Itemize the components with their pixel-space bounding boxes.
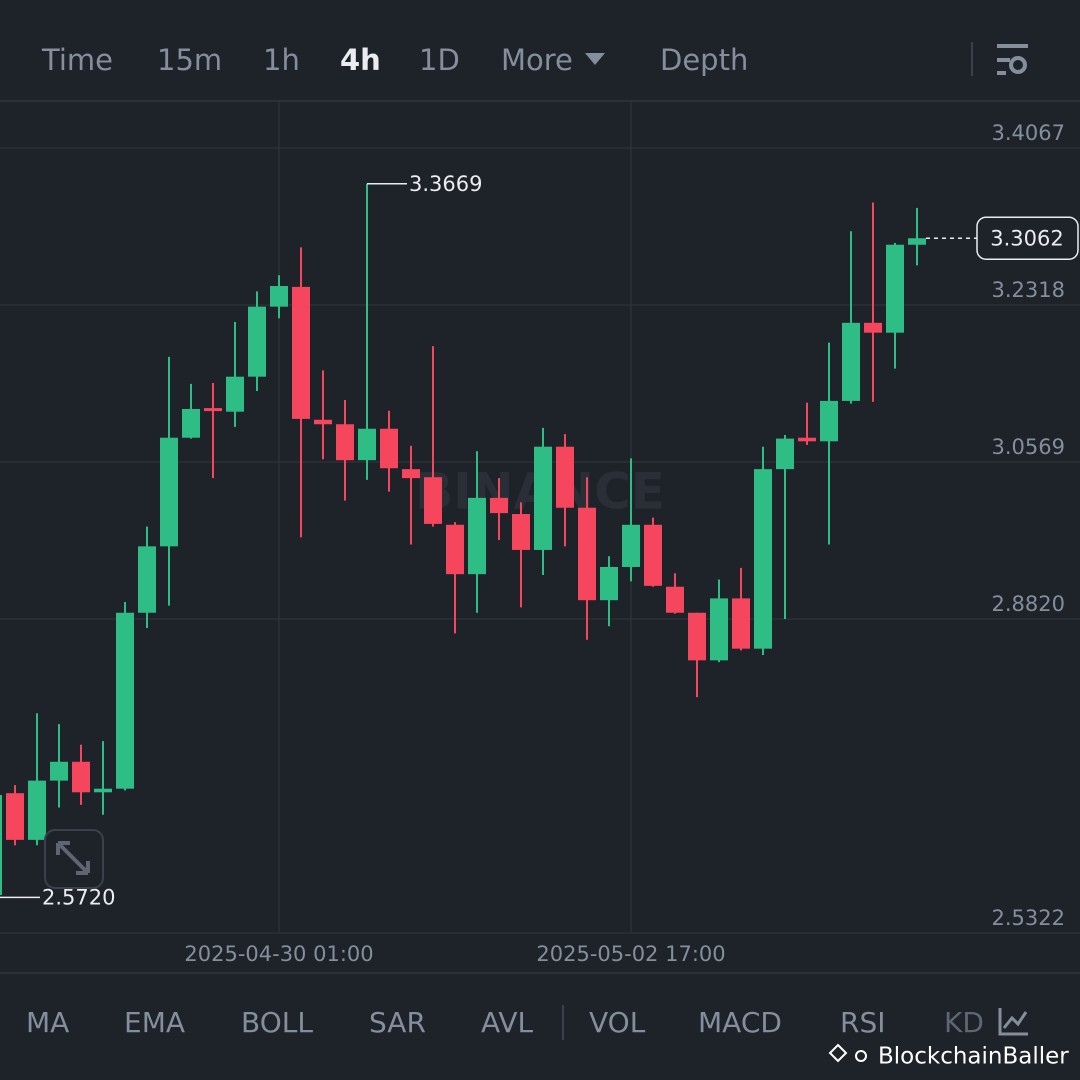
timeframe-tab[interactable]: 15m — [157, 43, 222, 77]
indicator-tab[interactable]: AVL — [481, 1006, 534, 1039]
candle-body — [622, 524, 640, 567]
candle-body — [182, 408, 200, 438]
indicator-tab[interactable]: BOLL — [241, 1006, 313, 1039]
candle-body — [380, 428, 398, 469]
timeframe-tab[interactable]: Depth — [660, 43, 748, 77]
candle-body — [578, 507, 596, 601]
author-logo — [828, 1043, 867, 1063]
candle-body — [864, 322, 882, 333]
timeframe-tab[interactable]: 1h — [263, 43, 300, 77]
y-tick-label: 3.2318 — [992, 278, 1065, 302]
candle-body — [94, 788, 112, 793]
candle-body — [248, 306, 266, 377]
y-tick-label: 3.0569 — [992, 435, 1065, 459]
extreme-label: 3.3669 — [409, 172, 482, 196]
candle-body — [116, 612, 134, 789]
candle-body — [446, 524, 464, 575]
candle-body — [490, 497, 508, 514]
candle-body — [556, 446, 574, 508]
x-tick-label: 2025-04-30 01:00 — [184, 942, 373, 966]
candle-body — [842, 322, 860, 401]
candle-body — [820, 400, 838, 442]
candle-body — [204, 408, 222, 412]
candle-body — [314, 419, 332, 425]
timeframe-tab[interactable]: Time — [41, 43, 113, 77]
candle-body — [358, 428, 376, 461]
candle-body — [138, 546, 156, 613]
timeframe-tab[interactable]: 4h — [340, 43, 381, 77]
candle-body — [512, 514, 530, 550]
candle-body — [666, 586, 684, 613]
candle-body — [0, 794, 2, 895]
candle-body — [908, 238, 926, 245]
candle-body — [798, 437, 816, 442]
candle-body — [644, 524, 662, 586]
candle-body — [226, 376, 244, 412]
timeframe-tab[interactable]: More — [501, 43, 573, 77]
chart: 3.40673.23183.05692.88203.70712.53222025… — [0, 102, 1080, 966]
candle-body — [50, 761, 68, 781]
candle-body — [776, 438, 794, 470]
candle-body — [292, 286, 310, 419]
more-caret — [585, 53, 605, 65]
candle-body — [754, 469, 772, 649]
x-tick-label: 2025-05-02 17:00 — [536, 942, 725, 966]
candle-body — [424, 477, 442, 524]
y-tick-label: 2.5322 — [992, 906, 1065, 930]
candle-body — [6, 793, 24, 840]
extreme-label: 2.5720 — [42, 885, 115, 909]
candle-body — [710, 598, 728, 661]
indicator-settings-icon[interactable] — [998, 1008, 1028, 1036]
candle-body — [688, 612, 706, 661]
candle-body — [600, 566, 618, 601]
candle-body — [336, 424, 354, 461]
candle-body — [160, 437, 178, 547]
candle-body — [468, 497, 486, 575]
last-price-label: 3.3062 — [990, 226, 1063, 250]
candle-body — [270, 286, 288, 307]
settings-icon[interactable] — [997, 44, 1028, 75]
indicator-tab[interactable]: EMA — [124, 1006, 185, 1039]
last-price-tag — [976, 216, 1079, 261]
candle-body — [402, 469, 420, 479]
candle-body — [534, 446, 552, 550]
expand-button[interactable] — [44, 829, 104, 889]
indicator-tab[interactable]: RSI — [840, 1006, 886, 1039]
candle-body — [72, 761, 90, 793]
indicator-tab[interactable]: VOL — [589, 1006, 646, 1039]
author-watermark: BlockchainBaller — [878, 1044, 1069, 1070]
y-tick-label: 3.4067 — [992, 121, 1065, 145]
timeframe-tab[interactable]: 1D — [419, 43, 460, 77]
indicator-tab[interactable]: MA — [26, 1006, 69, 1039]
candle-body — [732, 598, 750, 649]
candle-body — [28, 780, 46, 840]
indicator-tab[interactable]: MACD — [698, 1006, 782, 1039]
y-tick-label: 2.8820 — [992, 592, 1065, 616]
indicator-tab[interactable]: SAR — [369, 1006, 426, 1039]
indicator-tab[interactable]: KD — [944, 1006, 984, 1039]
candle-body — [886, 244, 904, 333]
